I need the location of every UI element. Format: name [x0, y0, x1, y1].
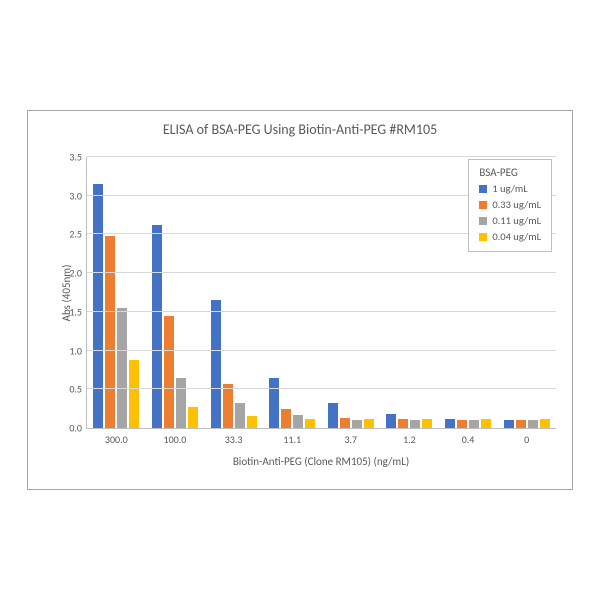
bar: [528, 420, 538, 428]
bar: [457, 420, 467, 428]
bar: [410, 420, 420, 428]
bar: [328, 403, 338, 428]
bar: [445, 419, 455, 428]
y-tick-label: 3.0: [69, 189, 87, 202]
legend-label: 0.11 ug/mL: [492, 214, 541, 227]
bar: [504, 420, 514, 428]
bar: [540, 419, 550, 428]
legend-swatch: [479, 201, 487, 209]
bar: [223, 384, 233, 428]
y-tick-label: 1.0: [69, 344, 87, 357]
gridline: [87, 388, 556, 389]
x-tick-label: 0.4: [439, 428, 498, 446]
bar: [117, 308, 127, 428]
gridline: [87, 311, 556, 312]
legend-swatch: [479, 185, 487, 193]
bar: [281, 409, 291, 428]
gridline: [87, 156, 556, 157]
x-tick-label: 3.7: [322, 428, 381, 446]
bar: [305, 419, 315, 428]
y-tick-label: 2.5: [69, 228, 87, 241]
legend-swatch: [479, 233, 487, 241]
bar: [386, 414, 396, 428]
bar: [105, 236, 115, 428]
x-tick-label: 300.0: [87, 428, 146, 446]
legend: BSA-PEG 1 ug/mL 0.33 ug/mL 0.11 ug/mL 0.04 …: [468, 159, 552, 252]
legend-title: BSA-PEG: [479, 166, 541, 179]
bar: [188, 407, 198, 428]
bar: [398, 419, 408, 428]
bar: [93, 184, 103, 428]
legend-label: 0.33 ug/mL: [492, 198, 541, 211]
y-tick-label: 0.0: [69, 422, 87, 435]
bar: [364, 419, 374, 428]
x-tick-label: 1.2: [380, 428, 439, 446]
x-tick-label: 0: [497, 428, 556, 446]
bar: [152, 225, 162, 428]
gridline: [87, 350, 556, 351]
bar: [247, 416, 257, 428]
legend-swatch: [479, 217, 487, 225]
bar: [422, 419, 432, 428]
legend-label: 0.04 ug/mL: [492, 230, 541, 243]
bar: [235, 403, 245, 428]
legend-item: 0.04 ug/mL: [479, 230, 541, 243]
bar: [129, 360, 139, 428]
legend-label: 1 ug/mL: [492, 182, 527, 195]
bar: [481, 419, 491, 428]
bar: [293, 415, 303, 428]
legend-item: 0.11 ug/mL: [479, 214, 541, 227]
x-tick-label: 33.3: [204, 428, 263, 446]
y-tick-label: 1.5: [69, 305, 87, 318]
bar: [516, 420, 526, 428]
y-tick-label: 2.0: [69, 267, 87, 280]
legend-item: 1 ug/mL: [479, 182, 541, 195]
x-axis-label: Biotin-Anti-PEG (Clone RM105) (ng/mL): [86, 455, 556, 468]
bar: [176, 378, 186, 428]
bar: [352, 420, 362, 428]
x-tick-label: 11.1: [263, 428, 322, 446]
image-frame: ELISA of BSA-PEG Using Biotin-Anti-PEG #…: [0, 0, 600, 600]
bar: [469, 420, 479, 428]
bar: [211, 300, 221, 428]
chart-container: ELISA of BSA-PEG Using Biotin-Anti-PEG #…: [27, 110, 573, 490]
bar: [340, 418, 350, 428]
chart-title: ELISA of BSA-PEG Using Biotin-Anti-PEG #…: [28, 111, 572, 144]
bar: [164, 316, 174, 428]
y-tick-label: 0.5: [69, 383, 87, 396]
x-tick-label: 100.0: [146, 428, 205, 446]
gridline: [87, 272, 556, 273]
bar: [269, 378, 279, 428]
y-tick-label: 3.5: [69, 151, 87, 164]
legend-item: 0.33 ug/mL: [479, 198, 541, 211]
